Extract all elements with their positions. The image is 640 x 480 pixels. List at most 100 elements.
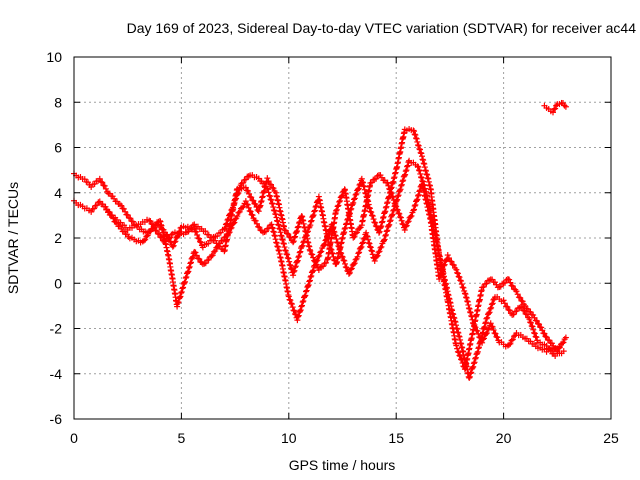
data-point	[527, 319, 534, 326]
data-point	[390, 207, 397, 214]
data-point	[291, 307, 298, 314]
data-point	[268, 181, 275, 188]
data-point	[348, 265, 355, 272]
data-point	[336, 243, 343, 250]
data-point	[385, 182, 392, 189]
data-point	[308, 217, 315, 224]
data-point	[489, 323, 496, 330]
data-point	[417, 149, 424, 156]
data-point	[248, 194, 255, 201]
data-point	[312, 204, 319, 211]
data-point	[210, 248, 217, 255]
data-point	[285, 231, 292, 238]
data-point	[196, 235, 203, 242]
data-point	[414, 163, 421, 170]
data-point	[342, 264, 349, 271]
data-point	[531, 330, 538, 337]
data-point	[506, 276, 513, 283]
data-point	[524, 305, 531, 312]
data-point	[252, 217, 259, 224]
data-point	[414, 196, 421, 203]
data-point	[444, 252, 451, 259]
data-point	[292, 264, 299, 271]
data-point	[356, 225, 363, 232]
data-point	[288, 300, 295, 307]
data-point	[395, 210, 402, 217]
data-point	[367, 244, 374, 251]
data-point	[338, 193, 345, 200]
data-point	[490, 327, 497, 334]
data-point	[185, 268, 192, 275]
data-point	[290, 238, 297, 245]
data-point	[551, 106, 558, 113]
data-point	[390, 194, 397, 201]
data-point	[342, 260, 349, 267]
data-point	[122, 208, 129, 215]
data-point	[180, 284, 187, 291]
data-point	[488, 323, 495, 330]
data-point	[509, 283, 516, 290]
data-point	[539, 327, 546, 334]
data-point	[358, 243, 365, 250]
data-point	[181, 279, 188, 286]
data-point	[335, 202, 342, 209]
y-tick-label: -6	[50, 411, 63, 427]
data-point	[311, 208, 318, 215]
data-point	[302, 288, 309, 295]
data-point	[436, 276, 443, 283]
data-point	[487, 305, 494, 312]
data-point	[309, 213, 316, 220]
data-point	[527, 319, 534, 326]
data-point	[202, 260, 209, 267]
data-point	[470, 363, 477, 370]
data-point	[342, 221, 349, 228]
data-point	[487, 320, 494, 327]
data-point	[386, 186, 393, 193]
data-point	[301, 238, 308, 245]
data-point	[533, 317, 540, 324]
data-point	[382, 232, 389, 239]
data-point	[341, 257, 348, 264]
data-point	[295, 313, 302, 320]
data-point	[271, 207, 278, 214]
data-point	[307, 222, 314, 229]
x-tick-label: 10	[281, 430, 297, 446]
data-point	[483, 330, 490, 337]
data-point	[354, 186, 361, 193]
data-point	[156, 231, 163, 238]
data-point	[454, 345, 461, 352]
data-point	[290, 239, 297, 246]
data-point	[299, 299, 306, 306]
data-point	[235, 209, 242, 216]
data-point	[415, 163, 422, 170]
data-point	[236, 208, 243, 215]
data-point	[124, 212, 131, 219]
data-point	[378, 243, 385, 250]
data-point	[292, 263, 299, 270]
data-point	[391, 200, 398, 207]
data-point	[389, 193, 396, 200]
data-point	[284, 254, 291, 261]
data-point	[397, 213, 404, 220]
x-tick-label: 20	[496, 430, 512, 446]
data-point	[416, 146, 423, 153]
data-point	[297, 248, 304, 255]
data-point	[172, 238, 179, 245]
data-point	[375, 249, 382, 256]
data-point	[337, 249, 344, 256]
data-point	[295, 223, 302, 230]
data-point	[470, 320, 477, 327]
data-point	[471, 359, 478, 366]
data-point	[387, 217, 394, 224]
y-tick-label: 0	[54, 275, 62, 291]
data-point	[369, 212, 376, 219]
data-point	[357, 244, 364, 251]
data-point	[151, 224, 158, 231]
data-point	[295, 312, 302, 319]
data-point	[360, 235, 367, 242]
data-point	[350, 261, 357, 268]
data-point	[312, 258, 319, 265]
data-point	[289, 304, 296, 311]
data-point	[410, 207, 417, 214]
data-point	[208, 253, 215, 260]
